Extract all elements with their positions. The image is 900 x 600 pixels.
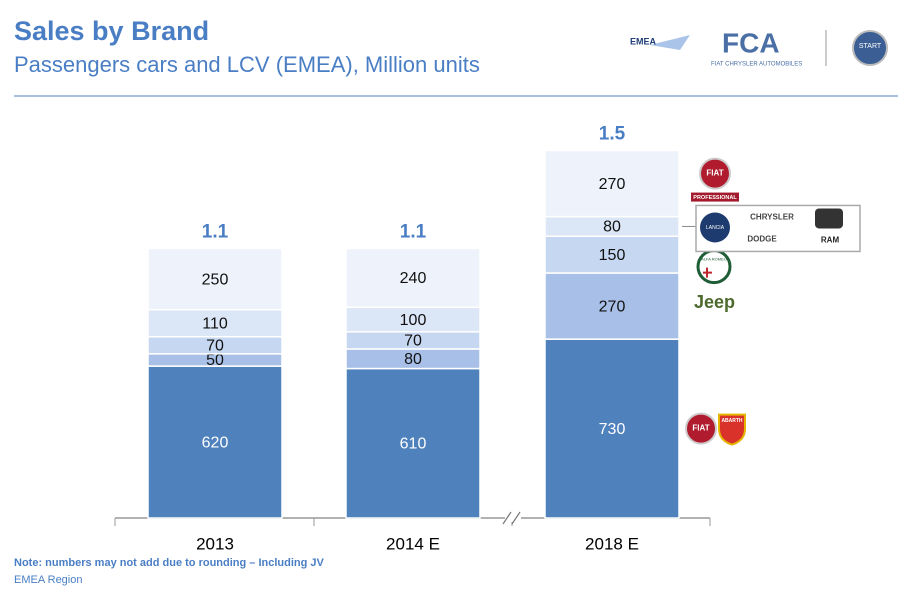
ram-badge bbox=[815, 208, 843, 229]
total-label: 1.5 bbox=[599, 124, 626, 145]
bar-segment bbox=[544, 338, 680, 519]
bar-segment bbox=[544, 272, 680, 340]
axis-break bbox=[502, 511, 521, 525]
fiat-pro-badge bbox=[699, 157, 731, 190]
brand-logo: ALFA ROMEO bbox=[696, 249, 732, 285]
brand-logo: FIAT PROFESSIONAL bbox=[691, 157, 739, 202]
fca-logo: FCA bbox=[722, 27, 780, 58]
x-tick-label: 2013 bbox=[196, 534, 234, 553]
emea-logo: EMEA bbox=[630, 36, 657, 46]
segment-label: 610 bbox=[400, 435, 427, 452]
segment-label: 80 bbox=[404, 351, 422, 368]
segment-label: 70 bbox=[404, 333, 422, 350]
start-logo: START bbox=[859, 43, 882, 50]
title: Sales by Brand bbox=[14, 16, 209, 46]
pro-banner bbox=[691, 192, 739, 202]
segment-label: 80 bbox=[603, 219, 621, 236]
segment-label: 50 bbox=[206, 352, 224, 369]
logo-text: RAM bbox=[821, 236, 840, 245]
total-label: 1.1 bbox=[400, 222, 427, 243]
logo-text: FIAT bbox=[692, 424, 709, 433]
logo-text: FIAT bbox=[706, 169, 723, 178]
segment-label: 150 bbox=[599, 247, 626, 264]
segment-label: 270 bbox=[599, 298, 626, 315]
bar-segment bbox=[147, 309, 283, 338]
brand-logo: LANCIA CHRYSLER DODGE RAM bbox=[682, 204, 861, 253]
logo-text: CHRYSLER bbox=[750, 213, 794, 222]
segment-label: 70 bbox=[206, 337, 224, 354]
segment-label: 100 bbox=[400, 312, 427, 329]
segment-label: 250 bbox=[202, 271, 229, 288]
region-note: EMEA Region bbox=[14, 574, 82, 586]
logo-text: DODGE bbox=[747, 235, 777, 244]
lancia-badge bbox=[700, 212, 730, 243]
fca-subtitle: FIAT CHRYSLER AUTOMOBILES bbox=[711, 62, 802, 68]
subtitle: Passengers cars and LCV (EMEA), Million … bbox=[14, 52, 480, 77]
logo-text: PROFESSIONAL bbox=[693, 195, 737, 201]
brand-logo: FIAT ABARTH bbox=[685, 412, 746, 446]
axis-break-gap bbox=[505, 514, 521, 522]
fiat-badge bbox=[685, 412, 717, 445]
bar-segment bbox=[147, 247, 283, 311]
alfa-badge bbox=[696, 249, 732, 285]
total-label: 1.1 bbox=[202, 222, 229, 243]
x-tick-label: 2014 E bbox=[386, 534, 440, 553]
footnote: Note: numbers may not add due to roundin… bbox=[14, 557, 325, 569]
brand-logo: Jeep bbox=[694, 292, 735, 312]
alfa-cross bbox=[703, 267, 712, 278]
start-badge bbox=[852, 30, 888, 66]
abarth-shield bbox=[718, 413, 746, 446]
logo-text: ABARTH bbox=[721, 418, 742, 424]
x-tick-label: 2018 E bbox=[585, 534, 639, 553]
bar-segment bbox=[345, 247, 481, 309]
segment-label: 110 bbox=[202, 315, 228, 332]
logo-text: Jeep bbox=[694, 292, 735, 312]
segment-label: 270 bbox=[599, 176, 626, 193]
segment-label: 620 bbox=[202, 434, 229, 451]
segment-label: 730 bbox=[599, 421, 626, 438]
bar-segment bbox=[544, 149, 680, 218]
segment-label: 240 bbox=[400, 270, 427, 287]
logo-text: ALFA ROMEO bbox=[701, 257, 727, 262]
logo-text: LANCIA bbox=[706, 225, 725, 231]
emea-map bbox=[650, 35, 690, 50]
